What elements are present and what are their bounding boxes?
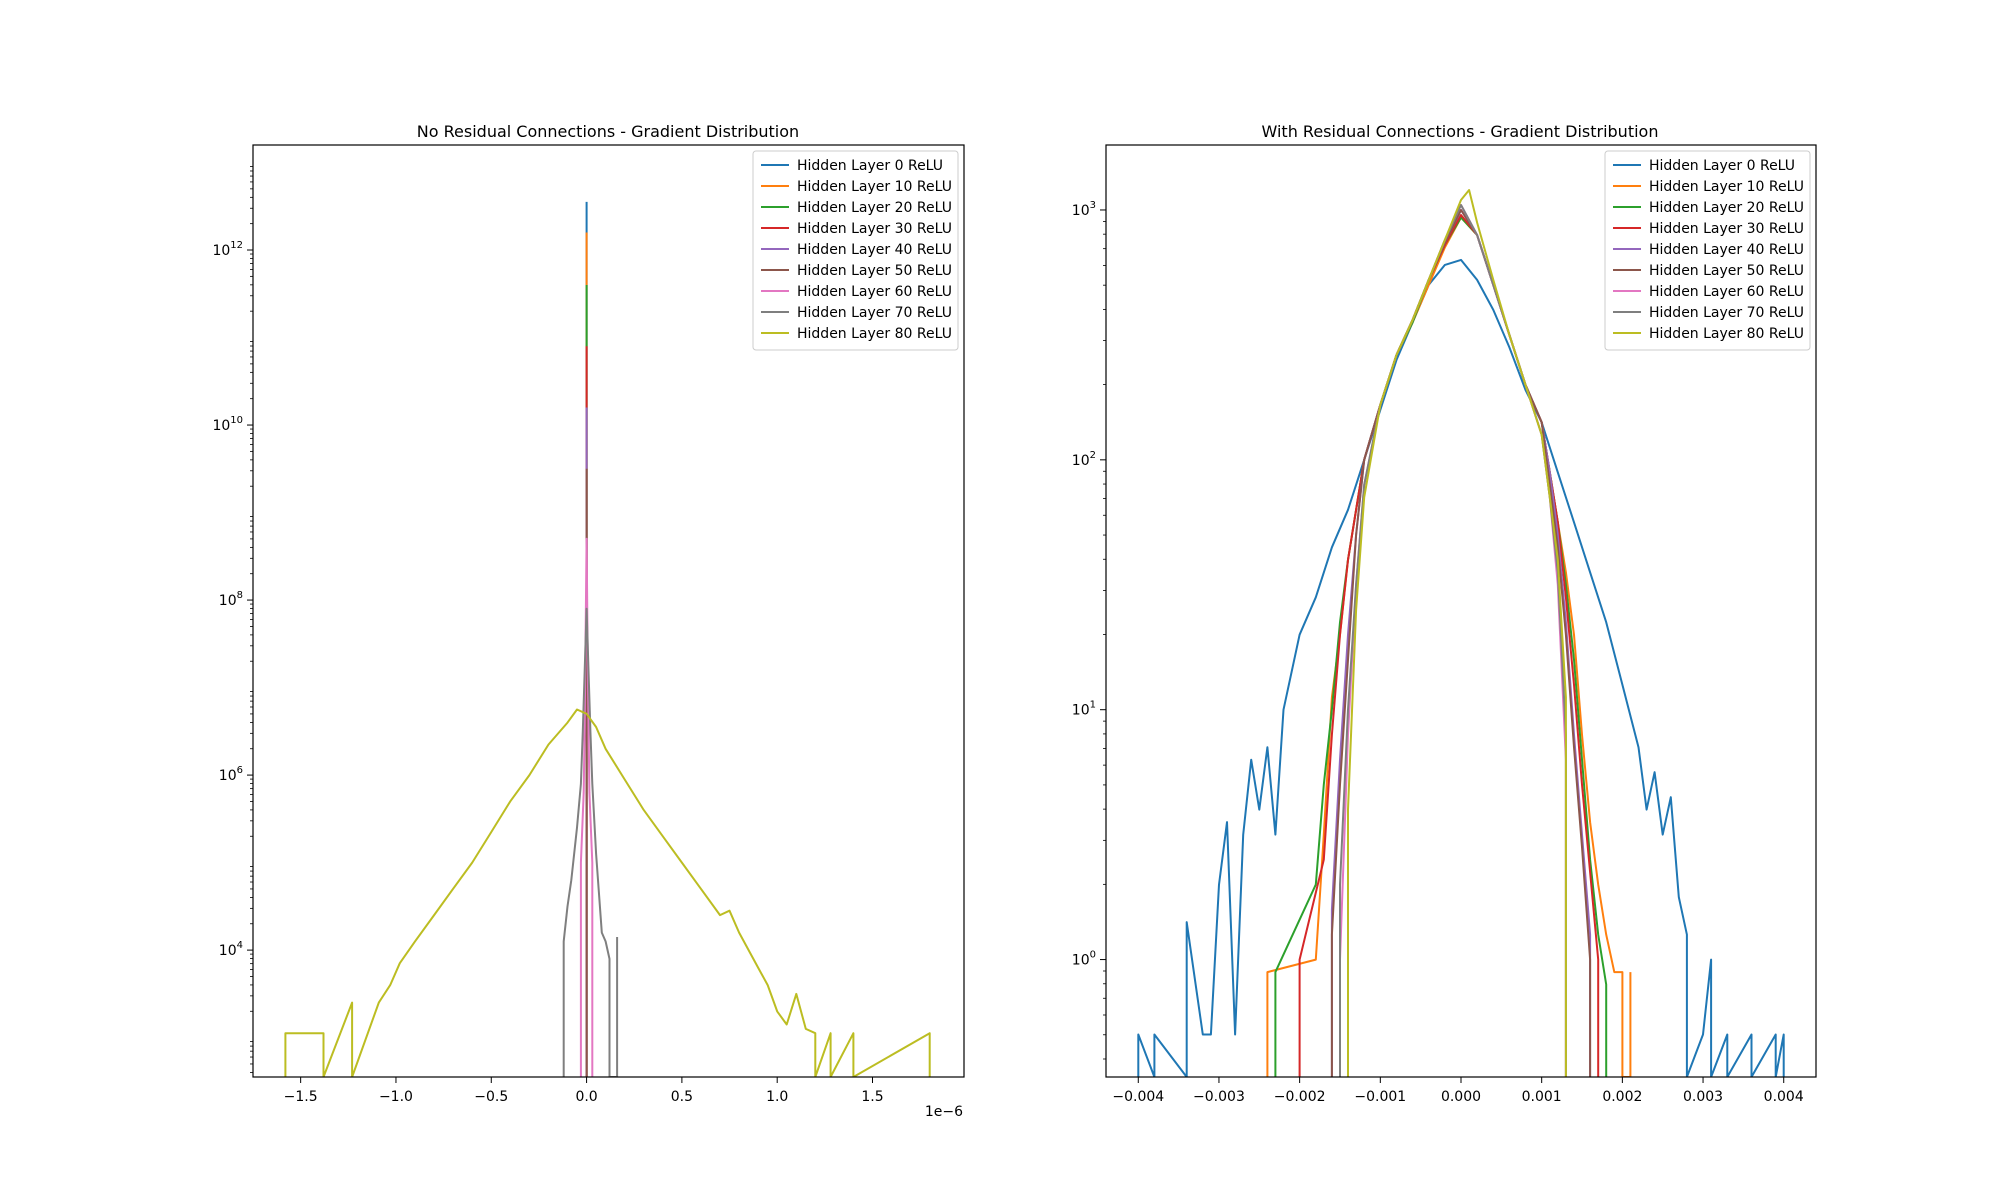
series-line-2 [1274, 216, 1608, 1077]
legend-label: Hidden Layer 60 ReLU [1649, 284, 1804, 300]
x-tick-label: 0.001 [1522, 1089, 1562, 1105]
legend: Hidden Layer 0 ReLU Hidden Layer 10 ReLU H… [1604, 150, 1811, 351]
legend-label: Hidden Layer 10 ReLU [1649, 179, 1804, 195]
legend-label: Hidden Layer 0 ReLU [797, 158, 943, 174]
legend-label: Hidden Layer 50 ReLU [1649, 263, 1804, 279]
right-chart: With Residual Connections - Gradient Dis… [1072, 122, 1817, 1105]
y-tick-label: 101 [1072, 700, 1096, 719]
legend-label: Hidden Layer 80 ReLU [797, 326, 952, 342]
series-lines [1137, 189, 1785, 1077]
y-tick-label: 1010 [212, 415, 243, 434]
legend-box [1604, 150, 1811, 351]
left-chart: No Residual Connections - Gradient Distr… [212, 122, 965, 1120]
y-tick-label: 108 [219, 590, 243, 609]
series-line-5 [1330, 209, 1592, 1077]
plot-frame [252, 144, 965, 1078]
x-tick-label: 0.5 [671, 1089, 693, 1105]
series-line-6 [579, 537, 594, 1077]
legend-label: Hidden Layer 50 ReLU [797, 263, 952, 279]
y-tick-label: 104 [219, 940, 243, 959]
x-tick-label: −0.5 [474, 1089, 508, 1105]
x-tick-label: 1.0 [766, 1089, 788, 1105]
series-line-7 [562, 607, 619, 1077]
legend-label: Hidden Layer 20 ReLU [797, 200, 952, 216]
x-tick-label: 0.004 [1764, 1089, 1804, 1105]
y-tick-label: 102 [1072, 450, 1096, 469]
x-tick-label: −0.001 [1354, 1089, 1406, 1105]
legend-label: Hidden Layer 40 ReLU [1649, 242, 1804, 258]
legend-label: Hidden Layer 0 ReLU [1649, 158, 1795, 174]
legend-label: Hidden Layer 30 ReLU [797, 221, 952, 237]
left-chart-x-offset-label: 1e−6 [925, 1104, 963, 1120]
legend-label: Hidden Layer 70 ReLU [1649, 305, 1804, 321]
legend-label: Hidden Layer 20 ReLU [1649, 200, 1804, 216]
y-tick-label: 100 [1072, 950, 1096, 969]
y-tick-label: 103 [1072, 200, 1096, 219]
x-tick-label: −0.004 [1112, 1089, 1164, 1105]
legend: Hidden Layer 0 ReLU Hidden Layer 10 ReLU H… [752, 150, 959, 351]
legend-label: Hidden Layer 30 ReLU [1649, 221, 1804, 237]
x-tick-label: −1.0 [379, 1089, 413, 1105]
series-line-8 [1347, 189, 1567, 1077]
series-lines [284, 201, 931, 1077]
left-chart-title: No Residual Connections - Gradient Distr… [417, 122, 799, 141]
x-tick-label: 0.003 [1683, 1089, 1723, 1105]
legend-label: Hidden Layer 70 ReLU [797, 305, 952, 321]
series-line-8 [284, 708, 931, 1077]
legend-label: Hidden Layer 10 ReLU [797, 179, 952, 195]
series-line-3 [1298, 214, 1600, 1077]
legend-label: Hidden Layer 60 ReLU [797, 284, 952, 300]
x-tick-label: −0.003 [1193, 1089, 1245, 1105]
x-tick-label: 0.0 [575, 1089, 597, 1105]
x-tick-label: 0.000 [1441, 1089, 1481, 1105]
y-tick-label: 1012 [212, 240, 243, 259]
x-tick-label: −1.5 [284, 1089, 318, 1105]
right-chart-title: With Residual Connections - Gradient Dis… [1262, 122, 1659, 141]
legend-label: Hidden Layer 40 ReLU [797, 242, 952, 258]
y-tick-label: 106 [219, 765, 243, 784]
legend-label: Hidden Layer 80 ReLU [1649, 326, 1804, 342]
x-tick-label: 1.5 [861, 1089, 883, 1105]
series-line-0 [1137, 258, 1785, 1077]
x-tick-label: 0.002 [1602, 1089, 1642, 1105]
legend-box [752, 150, 959, 351]
x-tick-label: −0.002 [1274, 1089, 1326, 1105]
